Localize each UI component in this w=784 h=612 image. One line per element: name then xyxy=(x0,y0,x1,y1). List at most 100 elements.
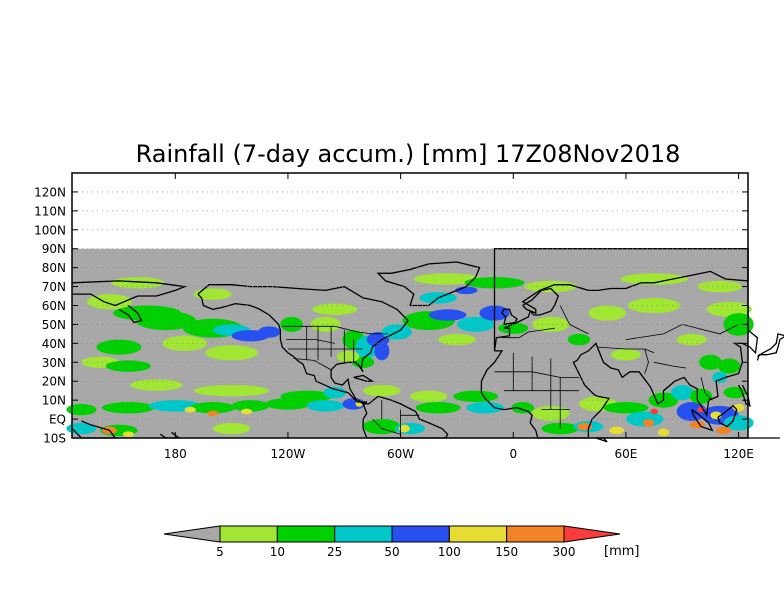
border-line xyxy=(597,346,655,354)
country-borders xyxy=(282,305,739,438)
rain-patch xyxy=(413,273,482,285)
rain-patch xyxy=(231,400,270,412)
map-title: Rainfall (7-day accum.) [mm] 17Z08Nov201… xyxy=(136,140,681,168)
coast-indonesia xyxy=(691,409,714,432)
colorbar-label: 100 xyxy=(438,545,461,559)
lat-tick-label: 60N xyxy=(42,299,66,313)
lon-tick-label: 0 xyxy=(509,447,517,461)
rain-patch xyxy=(717,358,741,374)
coast-greenland xyxy=(376,261,481,307)
colorbar-label: 10 xyxy=(270,545,285,559)
border-line xyxy=(644,348,649,374)
rain-patch xyxy=(111,277,165,289)
border-line xyxy=(494,371,579,378)
rain-patch xyxy=(135,311,196,331)
rain-patch xyxy=(453,390,499,403)
rain-patch xyxy=(712,371,728,384)
lat-tick-label: 90N xyxy=(42,242,66,256)
rain-patch xyxy=(207,410,219,417)
coastlines xyxy=(71,248,784,443)
rain-patch xyxy=(241,408,253,415)
border-line xyxy=(700,377,713,401)
rain-patch xyxy=(438,333,476,346)
rain-patch xyxy=(96,339,142,355)
rain-patch xyxy=(310,316,341,332)
lat-tick-label: 70N xyxy=(42,280,66,294)
rain-patch xyxy=(205,345,258,361)
rain-patch xyxy=(689,388,713,404)
rain-patch xyxy=(466,402,504,414)
rain-patch xyxy=(676,333,707,346)
lat-tick-label: 120N xyxy=(34,185,66,199)
rain-patch xyxy=(410,390,448,403)
coast-north-america xyxy=(197,284,409,405)
lat-tick-label: 80N xyxy=(42,261,66,275)
rain-patch xyxy=(609,426,625,435)
coast-japan xyxy=(756,333,784,361)
colorbar-unit: [mm] xyxy=(604,544,639,559)
rain-patch xyxy=(642,419,655,427)
colorbar-bin xyxy=(448,525,508,543)
border-line xyxy=(502,327,555,339)
rain-patch xyxy=(498,322,529,334)
coast-kamchatka xyxy=(118,304,143,324)
rain-patch xyxy=(66,403,97,416)
colorbar-label: 150 xyxy=(495,545,518,559)
rain-patch xyxy=(541,422,579,435)
rain-patch xyxy=(336,350,360,363)
lat-tick-label: 50N xyxy=(42,318,66,332)
rain-patch xyxy=(398,424,410,433)
rain-patch xyxy=(280,316,303,332)
lat-tick-label: 40N xyxy=(42,337,66,351)
rain-patch xyxy=(671,385,694,401)
lon-tick-label: 120W xyxy=(271,447,306,461)
lon-tick-label: 120E xyxy=(723,447,754,461)
lat-tick-label: EQ xyxy=(49,413,66,427)
colorbar: 5 10 25 50 100 150 300 xyxy=(163,525,621,559)
rain-patch xyxy=(66,422,97,435)
rain-patch xyxy=(194,385,270,397)
rain-patch xyxy=(162,335,208,351)
rain-patch xyxy=(511,402,534,414)
rain-patch xyxy=(363,385,401,397)
rain-patch xyxy=(415,402,461,414)
rain-patch xyxy=(265,398,311,410)
lat-tick-label: 30N xyxy=(42,356,66,370)
rain-patch xyxy=(102,402,155,414)
colorbar-bin xyxy=(506,525,565,543)
rain-patch xyxy=(194,288,232,300)
map-panel: 120N 110N 100N 90N 80N 70N 60N 50N 40N 30N 20N 10N E… xyxy=(34,172,784,461)
coast-uk xyxy=(501,308,518,326)
lat-tick-label: 110N xyxy=(34,204,66,218)
rain-patch xyxy=(603,402,649,414)
lat-tick-label: 10N xyxy=(42,394,66,408)
rain-patch xyxy=(567,333,591,346)
coast-borneo xyxy=(717,404,738,428)
colorbar-bin xyxy=(391,525,450,543)
rain-patch xyxy=(374,341,390,361)
border-line xyxy=(293,358,332,371)
rain-patch xyxy=(428,309,467,321)
coast-south-america xyxy=(362,395,449,439)
longitude-axis: 180120W60W060E120E180 xyxy=(164,173,754,461)
rain-patch xyxy=(697,280,743,293)
rain-patch xyxy=(456,316,495,332)
rain-patch xyxy=(306,400,345,412)
rain-patch xyxy=(190,402,236,414)
rain-patch xyxy=(627,297,681,314)
rain-patch xyxy=(257,326,281,338)
latitude-axis: 120N 110N 100N 90N 80N 70N 60N 50N 40N 30N 20N 10N E… xyxy=(34,185,748,446)
lat-tick-label: 20N xyxy=(42,375,66,389)
border-line xyxy=(372,418,401,435)
border-line xyxy=(654,361,687,369)
rain-patch xyxy=(323,386,347,399)
rain-patch xyxy=(212,422,251,435)
rain-patch xyxy=(588,305,626,321)
border-line xyxy=(286,339,335,344)
lat-tick-label: 100N xyxy=(34,223,66,237)
rain-patch xyxy=(532,316,570,332)
lon-tick-label: 180 xyxy=(164,447,187,461)
rain-patch xyxy=(732,403,745,412)
colorbar-label: 5 xyxy=(216,545,224,559)
